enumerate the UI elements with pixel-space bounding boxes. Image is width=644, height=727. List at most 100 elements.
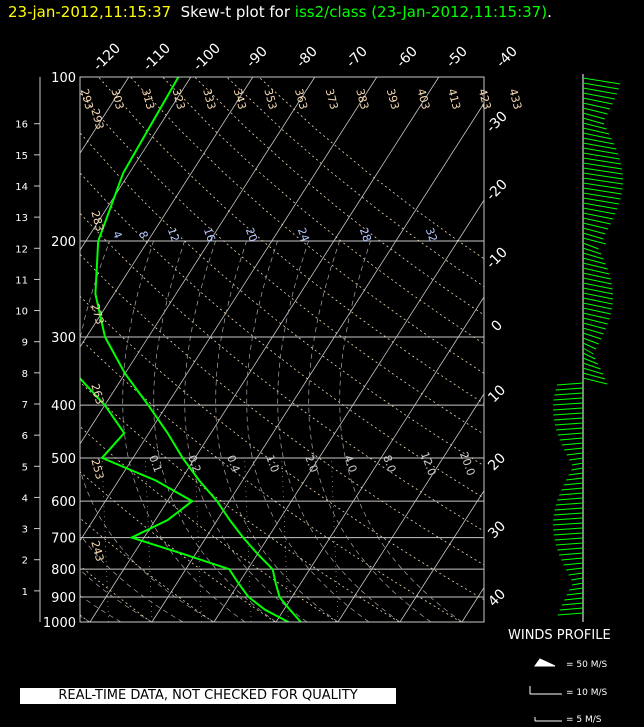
quality-disclaimer: REAL-TIME DATA, NOT CHECKED FOR QUALITY <box>20 688 396 704</box>
isotherm-line <box>399 490 484 622</box>
dry-adiabat-label: 413 <box>445 87 463 111</box>
pressure-label: 100 <box>51 71 76 86</box>
wind-barb <box>582 337 599 345</box>
wind-barb <box>582 82 619 90</box>
dry-adiabat <box>194 77 484 316</box>
wind-barb <box>582 327 604 335</box>
dry-adiabat <box>98 77 484 405</box>
mixing-ratio-label-lower: 0.1 <box>146 453 164 474</box>
height-label: 4 <box>22 493 28 504</box>
title-source: iss2/class (23-Jan-2012,11:15:37) <box>294 3 548 21</box>
wind-barb <box>563 482 584 486</box>
dry-adiabat <box>80 253 484 566</box>
mixing-ratio-label: 16 <box>201 226 218 244</box>
wind-barb <box>557 612 584 616</box>
wind-barb <box>582 257 606 265</box>
mixing-ratio-label-lower: 1.0 <box>263 453 281 474</box>
pressure-label: 600 <box>51 495 76 510</box>
wind-barb <box>582 157 622 165</box>
wind-barb <box>559 552 584 556</box>
height-label: 15 <box>15 151 28 162</box>
wind-barb <box>582 207 616 215</box>
dry-adiabat-label: 283 <box>88 209 106 233</box>
wind-barb <box>582 202 618 210</box>
isotherm-label-right: -20 <box>483 176 510 203</box>
wind-barb <box>553 417 584 421</box>
dry-adiabat-label: 263 <box>88 382 106 406</box>
isotherm-label-right: 20 <box>485 450 509 474</box>
wind-barb <box>582 167 623 175</box>
title-label: Skew-t plot for <box>180 3 291 21</box>
moist-adiabat <box>80 240 215 622</box>
wind-barb <box>561 557 584 561</box>
dry-adiabat-label: 273 <box>88 302 106 326</box>
wind-barb <box>571 577 584 581</box>
wind-barb <box>582 112 605 120</box>
dry-adiabat <box>80 425 338 622</box>
chart-title: 23-jan-2012,11:15:37 Skew-t plot for iss… <box>8 3 552 21</box>
mixing-ratio-label: 20 <box>243 226 260 244</box>
wind-barb <box>582 307 611 315</box>
dry-adiabat-label: 253 <box>88 457 106 481</box>
wind-barb <box>553 412 584 416</box>
wind-scale-5: = 5 M/S <box>566 715 602 725</box>
height-label: 14 <box>15 182 28 193</box>
wind-barb <box>582 347 594 355</box>
wind-barb <box>554 422 584 426</box>
moist-adiabat <box>80 615 91 622</box>
wind-barb <box>553 402 584 406</box>
isotherm-line <box>0 77 5 622</box>
mixing-ratio-label: 4 <box>110 229 125 240</box>
isotherm-line <box>275 296 484 622</box>
wind-scale-icon-10 <box>529 686 562 695</box>
moist-adiabat <box>215 240 339 622</box>
wind-barb <box>582 342 597 350</box>
wind-barb <box>582 332 602 340</box>
isotherm-line <box>80 77 316 445</box>
wind-barb <box>571 582 584 586</box>
wind-barb <box>582 122 607 130</box>
dry-adiabat-label: 323 <box>170 87 188 111</box>
wind-barb <box>582 107 608 115</box>
pressure-label: 800 <box>51 563 76 578</box>
mixing-ratio-label-lower: 8.0 <box>380 453 398 474</box>
dry-adiabat <box>80 381 400 622</box>
isotherm-label-top: -110 <box>140 40 174 74</box>
title-datetime: 23-jan-2012,11:15:37 <box>8 3 172 21</box>
mixing-ratio-label-lower: 2.0 <box>302 453 320 474</box>
mixing-ratio-label: 24 <box>295 226 312 244</box>
dry-adiabat-label: 383 <box>353 87 371 111</box>
mixing-ratio-line <box>9 458 16 622</box>
moist-adiabat <box>80 569 153 622</box>
isotherm-label-right: 30 <box>485 518 509 542</box>
wind-barb <box>582 292 614 300</box>
plot-area <box>0 77 484 622</box>
wind-barb <box>582 287 614 295</box>
wind-barb <box>582 222 609 230</box>
wind-barb <box>565 567 584 571</box>
wind-barb <box>582 87 617 95</box>
wind-barb <box>582 357 599 365</box>
pressure-label: 700 <box>51 532 76 547</box>
wind-barb <box>566 452 584 456</box>
pressure-label: 900 <box>51 591 76 606</box>
wind-barb <box>571 462 584 466</box>
wind-barb <box>582 267 610 275</box>
wind-barb <box>582 102 611 110</box>
dry-adiabat-label: 243 <box>88 539 106 563</box>
dry-adiabat <box>130 77 484 374</box>
wind-barb <box>582 237 607 245</box>
wind-barb <box>582 137 615 145</box>
isotherm-line <box>213 199 484 622</box>
wind-barb <box>582 127 610 135</box>
wind-barb <box>557 497 584 501</box>
wind-barb <box>554 507 584 511</box>
isotherm-label-right: 10 <box>485 382 509 406</box>
wind-barb <box>553 527 584 531</box>
pressure-label: 400 <box>51 399 76 414</box>
moist-adiabat <box>339 240 463 622</box>
dry-adiabat-label: 333 <box>200 87 218 111</box>
isotherm-line <box>80 77 192 251</box>
isotherm-label-top: -60 <box>393 43 420 70</box>
dry-adiabat-label: 293 <box>78 87 96 111</box>
